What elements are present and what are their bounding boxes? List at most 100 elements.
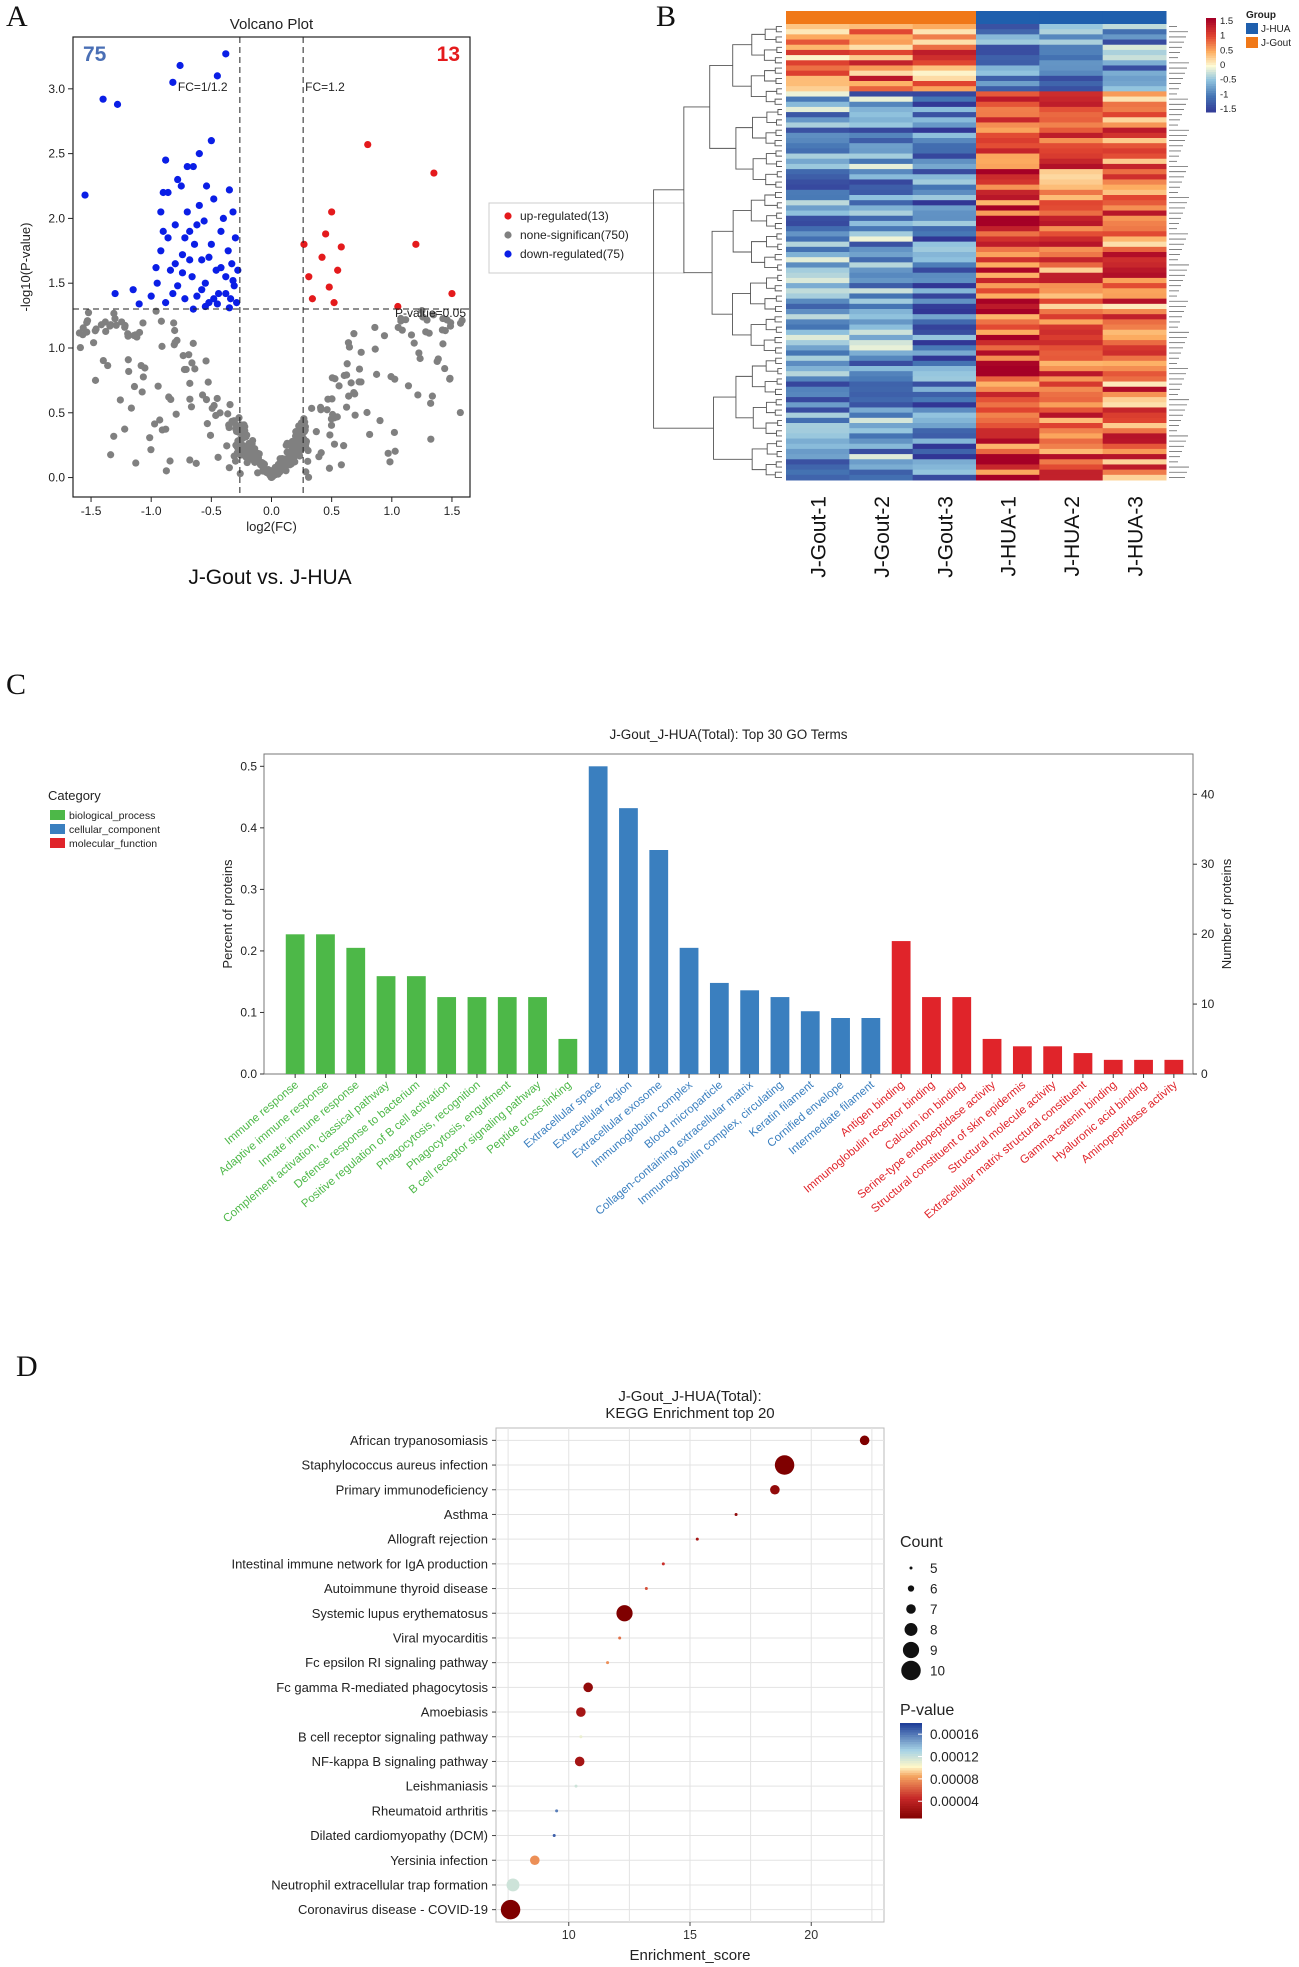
heatmap-cell xyxy=(849,60,914,66)
heatmap-cell xyxy=(912,371,977,377)
heatmap-cell xyxy=(849,454,914,460)
heatmap-cell xyxy=(786,360,850,367)
heatmap-colorbar-segment xyxy=(1206,72,1216,75)
volcano-point-none xyxy=(333,413,341,421)
heatmap-cell xyxy=(912,60,977,66)
dendrogram-branch xyxy=(775,388,782,395)
kegg-pvalue-colorbar-segment xyxy=(900,1777,922,1781)
heatmap-cell xyxy=(976,112,1040,118)
volcano-point-none xyxy=(398,326,406,334)
volcano-point-down xyxy=(222,273,230,281)
heatmap-colorbar-segment xyxy=(1206,86,1216,89)
heatmap-cell xyxy=(912,65,977,72)
volcano-point-none xyxy=(97,321,105,329)
heatmap-cell xyxy=(1102,34,1167,41)
kegg-pvalue-colorbar-segment xyxy=(900,1749,922,1752)
volcano-point-none xyxy=(125,367,133,376)
heatmap-cell xyxy=(849,309,914,315)
heatmap-cell xyxy=(786,75,850,82)
heatmap-cell xyxy=(786,262,850,269)
kegg-pvalue-colorbar-segment xyxy=(900,1734,922,1738)
kegg-term-label: Amoebiasis xyxy=(421,1705,489,1720)
heatmap-cell xyxy=(976,314,1040,320)
kegg-bubble xyxy=(616,1605,633,1622)
volcano-point-none xyxy=(415,349,423,357)
heatmap-cell xyxy=(849,355,914,362)
heatmap-column-label: J-Gout-1 xyxy=(808,496,831,578)
kegg-term-label: Fc gamma R-mediated phagocytosis xyxy=(276,1680,488,1695)
panel-label-c: C xyxy=(6,668,27,701)
heatmap-cell xyxy=(1102,329,1167,336)
heatmap-group-cell xyxy=(976,11,1040,24)
heatmap-cell xyxy=(912,464,977,471)
heatmap-cell xyxy=(976,179,1040,186)
heatmap-cell xyxy=(849,428,914,434)
go-bar xyxy=(800,1011,820,1074)
go-bar xyxy=(467,997,487,1074)
heatmap-cell xyxy=(1039,262,1104,269)
kegg-pvalue-colorbar-segment xyxy=(900,1806,922,1809)
volcano-point-none xyxy=(427,399,435,407)
heatmap-cell xyxy=(976,24,1040,30)
heatmap-cell xyxy=(849,345,914,351)
heatmap-cell xyxy=(849,303,914,310)
kegg-term-label: Dilated cardiomyopathy (DCM) xyxy=(310,1828,488,1843)
go-bar xyxy=(376,976,396,1074)
heatmap-cell xyxy=(849,91,914,98)
volcano-point-none xyxy=(214,453,222,461)
go-bar xyxy=(740,990,760,1074)
heatmap-cell xyxy=(1102,153,1167,160)
heatmap-cell xyxy=(1102,117,1167,123)
heatmap-cell xyxy=(1102,402,1167,408)
volcano-y-tick-label: 1.5 xyxy=(48,276,65,290)
kegg-pvalue-legend-title: P-value xyxy=(900,1702,954,1719)
heatmap-cell xyxy=(912,428,977,434)
volcano-point-none xyxy=(254,451,262,460)
volcano-point-down xyxy=(201,302,209,311)
heatmap-cell xyxy=(976,184,1040,191)
kegg-bubble xyxy=(859,1435,870,1446)
heatmap-cell xyxy=(912,340,977,346)
heatmap-cell xyxy=(976,189,1040,196)
heatmap-group-legend-title: Group xyxy=(1246,10,1276,21)
kegg-pvalue-colorbar-segment xyxy=(900,1753,922,1757)
heatmap-cell xyxy=(1102,340,1167,346)
heatmap-cell xyxy=(976,267,1040,274)
heatmap-cell xyxy=(786,34,850,41)
heatmap-cell xyxy=(849,101,914,108)
heatmap-cell xyxy=(849,360,914,367)
heatmap-cell xyxy=(1102,86,1167,92)
heatmap-cell xyxy=(849,220,914,227)
volcano-point-none xyxy=(357,348,365,356)
heatmap-cell xyxy=(1102,138,1167,144)
dendrogram-branch xyxy=(750,282,767,305)
heatmap-cell xyxy=(976,236,1040,243)
heatmap-cell xyxy=(912,215,977,222)
heatmap-cell xyxy=(786,469,850,476)
heatmap-cell xyxy=(1039,345,1104,351)
volcano-point-down xyxy=(193,292,201,300)
heatmap-cell xyxy=(849,252,914,258)
heatmap-cell xyxy=(849,334,914,341)
heatmap-cell xyxy=(1102,231,1167,237)
volcano-point-none xyxy=(302,468,310,476)
heatmap-cell xyxy=(912,153,977,160)
go-legend-title: Category xyxy=(48,788,101,803)
heatmap-cell xyxy=(976,381,1040,388)
go-bar xyxy=(1134,1059,1153,1074)
heatmap-cell xyxy=(786,448,850,455)
volcano-down-count: 75 xyxy=(83,43,107,66)
heatmap-cell xyxy=(976,412,1040,419)
heatmap-cell xyxy=(912,169,977,175)
heatmap-colorbar-segment xyxy=(1206,95,1216,99)
volcano-point-none xyxy=(327,421,336,429)
dendrogram-branch xyxy=(683,106,713,274)
volcano-fc-low-label: FC=1/1.2 xyxy=(178,80,228,94)
heatmap-cell xyxy=(1102,75,1167,82)
volcano-point-down xyxy=(219,214,227,223)
heatmap-colorbar-segment xyxy=(1206,79,1216,82)
volcano-point-none xyxy=(130,382,139,391)
go-legend-label: molecular_function xyxy=(69,838,157,850)
volcano-point-none xyxy=(323,406,331,414)
kegg-pvalue-colorbar-segment xyxy=(900,1789,922,1793)
